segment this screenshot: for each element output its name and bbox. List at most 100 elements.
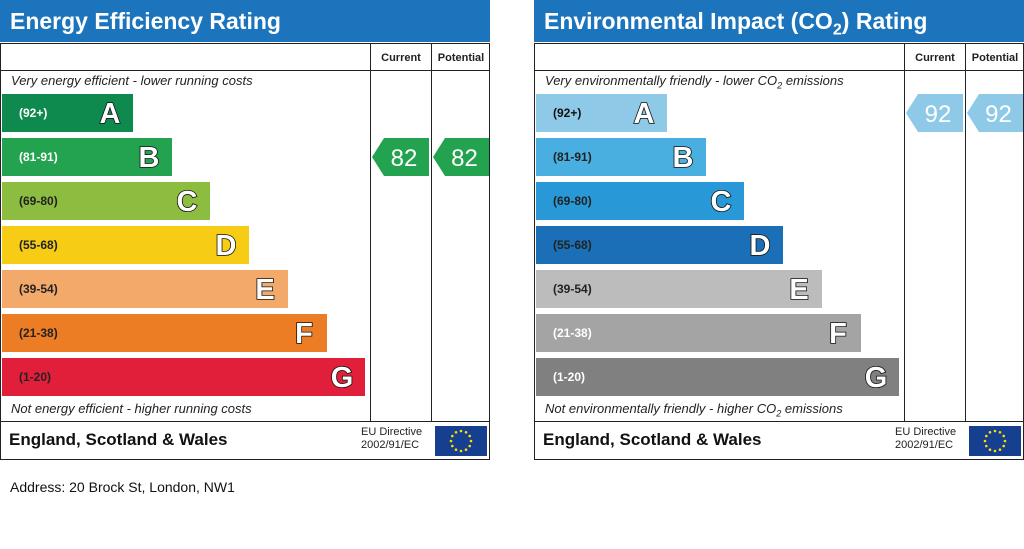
region-label: England, Scotland & Wales	[543, 430, 762, 449]
eu-flag-icon	[969, 426, 1021, 456]
band-g: (1-20) G	[536, 358, 899, 396]
band-range: (39-54)	[19, 282, 58, 296]
address-label: Address: 20 Brock St, London, NW1	[10, 479, 235, 495]
band-c: (69-80) C	[536, 182, 744, 220]
environmental-impact-panel: Environmental Impact (CO2) Rating Curren…	[534, 0, 1024, 460]
band-letter-text: C	[177, 186, 198, 217]
band-letter: B	[138, 141, 161, 173]
bottom-note-suffix: emissions	[781, 401, 843, 416]
band-g: (1-20) G	[2, 358, 365, 396]
band-letter-text: D	[216, 230, 237, 261]
current-arrow-shape	[906, 94, 963, 132]
energy-efficiency-panel: Energy Efficiency Rating Current Potenti…	[0, 0, 490, 460]
band-letter: D	[215, 229, 238, 261]
potential-rating-value: 92	[985, 101, 1012, 128]
header-divider	[370, 70, 490, 71]
top-note: Very energy efficient - lower running co…	[11, 73, 253, 88]
potential-rating-value: 82	[451, 145, 478, 172]
column-divider	[431, 44, 432, 421]
band-letter-text: G	[865, 362, 888, 393]
band-range: (21-38)	[553, 326, 592, 340]
band-letter: A	[633, 97, 656, 129]
column-divider	[965, 44, 966, 421]
band-d: (55-68) D	[536, 226, 783, 264]
band-range: (55-68)	[553, 238, 592, 252]
band-letter: D	[749, 229, 772, 261]
potential-column-header: Potential	[971, 52, 1019, 64]
current-rating-arrow: 92	[906, 94, 963, 132]
eu-directive-line2: 2002/91/EC	[895, 439, 954, 451]
bottom-note-prefix: Not environmentally friendly - higher CO	[545, 401, 777, 416]
potential-column-header: Potential	[437, 52, 485, 64]
bottom-note: Not environmentally friendly - higher CO…	[545, 401, 843, 419]
current-rating-value: 82	[391, 145, 418, 172]
band-range: (69-80)	[19, 194, 58, 208]
band-letter: G	[330, 361, 354, 393]
title-suffix: ) Rating	[841, 8, 928, 34]
environmental-impact-frame: Current Potential Very environmentally f…	[534, 43, 1024, 460]
current-column-header: Current	[381, 52, 421, 64]
band-letter-text: B	[673, 142, 694, 173]
band-letter-text: A	[100, 98, 121, 129]
band-f: (21-38) F	[2, 314, 327, 352]
energy-efficiency-frame: Current Potential Very energy efficient …	[0, 43, 490, 460]
band-d: (55-68) D	[2, 226, 249, 264]
band-range: (55-68)	[19, 238, 58, 252]
band-e: (39-54) E	[2, 270, 288, 308]
current-arrow-shape	[372, 138, 429, 176]
header-divider	[904, 70, 1024, 71]
band-range: (81-91)	[19, 150, 58, 164]
eu-directive-line2: 2002/91/EC	[361, 439, 420, 451]
band-range: (92+)	[553, 106, 582, 120]
band-letter-text: E	[255, 274, 274, 305]
bottom-note: Not energy efficient - higher running co…	[11, 401, 252, 416]
potential-rating-arrow: 92	[967, 94, 1023, 132]
band-range: (81-91)	[553, 150, 592, 164]
band-letter: E	[255, 273, 276, 305]
bottom-note-subscript: 2	[776, 408, 782, 419]
potential-arrow-shape	[433, 138, 489, 176]
header-divider	[1, 70, 370, 71]
eu-directive-text: EU Directive 2002/91/EC	[895, 426, 956, 452]
band-letter: C	[176, 185, 199, 217]
band-letter-text: F	[829, 318, 847, 349]
band-letter-text: G	[331, 362, 354, 393]
band-letter-text: E	[789, 274, 808, 305]
band-range: (21-38)	[19, 326, 58, 340]
potential-rating-arrow: 82	[433, 138, 489, 176]
band-e: (39-54) E	[536, 270, 822, 308]
band-range: (92+)	[19, 106, 48, 120]
eu-directive-line1: EU Directive	[361, 426, 423, 438]
band-a: (92+) A	[536, 94, 667, 132]
eu-directive-text: EU Directive 2002/91/EC	[361, 426, 422, 452]
band-letter: E	[789, 273, 810, 305]
footer-divider	[535, 421, 1023, 422]
current-column-header: Current	[915, 52, 955, 64]
band-range: (1-20)	[19, 370, 52, 384]
band-letter: C	[710, 185, 733, 217]
band-c: (69-80) C	[2, 182, 210, 220]
band-range: (39-54)	[553, 282, 592, 296]
column-divider	[904, 44, 905, 421]
top-note-subscript: 2	[777, 80, 783, 91]
band-letter: F	[294, 317, 313, 349]
current-rating-value: 92	[925, 101, 952, 128]
footer-divider	[1, 421, 489, 422]
band-letter-text: A	[634, 98, 655, 129]
band-letter-text: D	[750, 230, 771, 261]
band-letter-text: F	[295, 318, 313, 349]
band-f: (21-38) F	[536, 314, 861, 352]
current-rating-arrow: 82	[372, 138, 429, 176]
region-label: England, Scotland & Wales	[9, 430, 228, 449]
title-subscript: 2	[832, 20, 842, 39]
band-range: (69-80)	[553, 194, 592, 208]
eu-flag-icon	[435, 426, 487, 456]
top-note: Very environmentally friendly - lower CO…	[545, 73, 844, 91]
eu-directive-line1: EU Directive	[895, 426, 957, 438]
band-letter: B	[672, 141, 695, 173]
band-a: (92+) A	[2, 94, 133, 132]
top-note-suffix: emissions	[782, 73, 844, 88]
header-divider	[535, 70, 904, 71]
band-letter: G	[864, 361, 888, 393]
band-b: (81-91) B	[2, 138, 172, 176]
